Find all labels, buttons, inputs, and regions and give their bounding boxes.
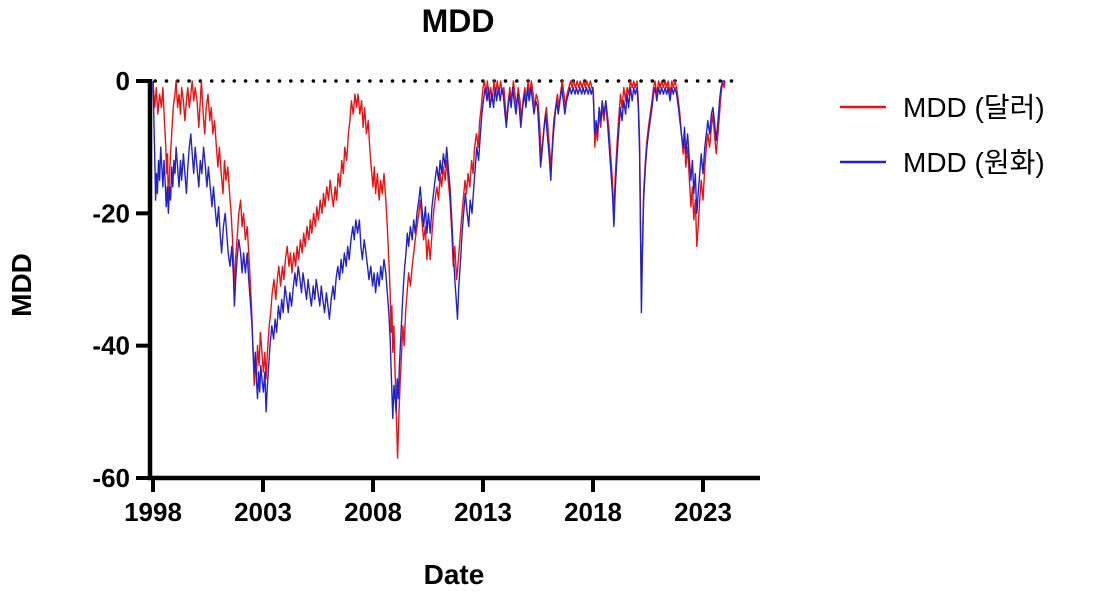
series-line-mdd-won xyxy=(152,80,725,420)
series-line-mdd-dollar xyxy=(152,80,726,459)
x-axis-ticks: 1998 2003 2008 2013 2018 2023 xyxy=(124,478,732,527)
x-tick-label: 2003 xyxy=(234,497,292,527)
x-tick-label: 1998 xyxy=(124,497,182,527)
legend-label-mdd-dollar: MDD (달러) xyxy=(903,92,1045,123)
x-tick-label: 2018 xyxy=(564,497,622,527)
x-axis-title: Date xyxy=(424,559,485,590)
y-tick-label: -60 xyxy=(92,463,130,493)
x-tick-label: 2023 xyxy=(674,497,732,527)
legend-label-mdd-won: MDD (원화) xyxy=(903,147,1045,178)
y-tick-label: 0 xyxy=(116,66,130,96)
legend: MDD (달러) MDD (원화) xyxy=(840,92,1045,178)
y-tick-label: -20 xyxy=(92,198,130,228)
y-axis-title: MDD xyxy=(6,253,37,317)
x-tick-label: 2013 xyxy=(454,497,512,527)
y-tick-label: -40 xyxy=(92,331,130,361)
y-axis-ticks: 0 -20 -40 -60 xyxy=(92,66,150,493)
chart-title: MDD xyxy=(422,3,495,39)
x-tick-label: 2008 xyxy=(344,497,402,527)
